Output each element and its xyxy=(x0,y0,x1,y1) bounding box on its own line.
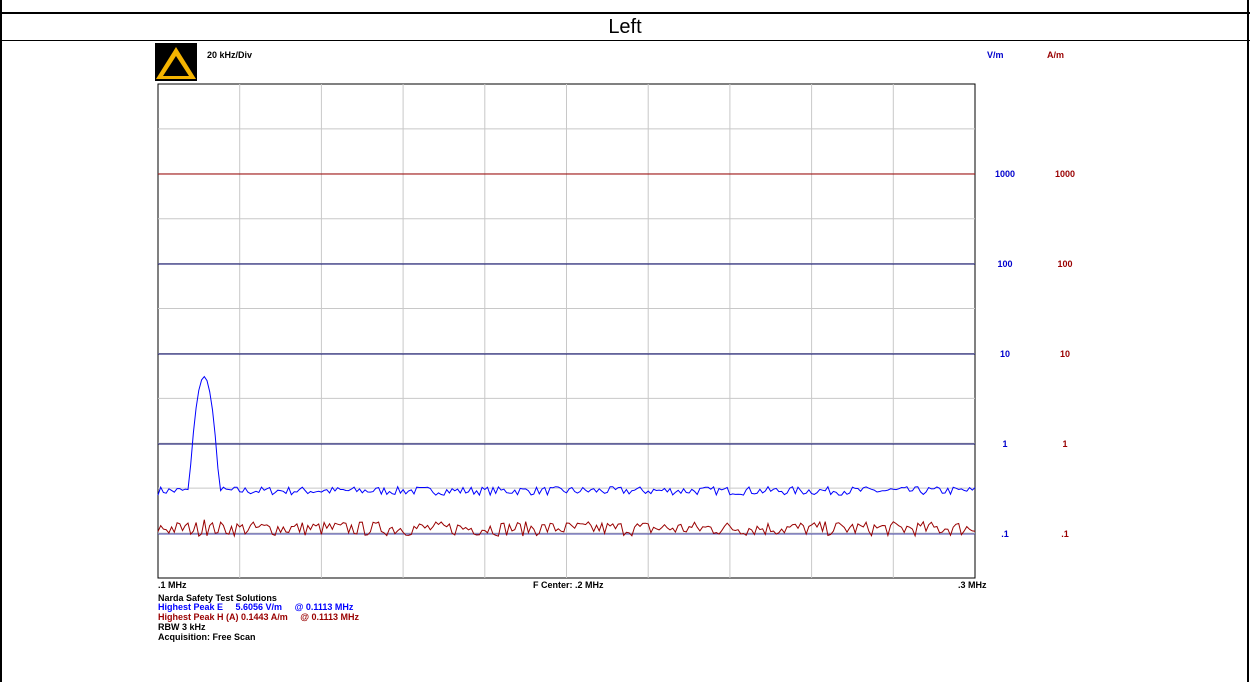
y-axis-labels: 1000 1000 100 100 10 10 1 1 .1 .1 xyxy=(995,169,1075,539)
y-tick-label-h: 100 xyxy=(1057,259,1072,269)
scale-per-div-label: 20 kHz/Div xyxy=(207,50,252,60)
h-field-trace xyxy=(157,519,976,538)
y-tick-label-e: 1000 xyxy=(995,169,1015,179)
y-tick-label-e: 10 xyxy=(1000,349,1010,359)
info-rbw: RBW 3 kHz xyxy=(158,622,206,632)
grid-vertical xyxy=(239,84,894,578)
y-tick-label-e: 100 xyxy=(997,259,1012,269)
unit-header-h: A/m xyxy=(1047,50,1064,60)
frame-border-left xyxy=(0,0,2,682)
decade-lines xyxy=(158,173,975,535)
unit-header-e: V/m xyxy=(987,50,1004,60)
y-tick-label-h: 10 xyxy=(1060,349,1070,359)
info-peak-h: Highest Peak H (A) 0.1443 A/m @ 0.1113 M… xyxy=(158,612,360,622)
info-acquisition: Acquisition: Free Scan xyxy=(158,632,256,642)
panel-title: Left xyxy=(608,16,642,38)
warning-icon xyxy=(155,43,197,81)
frame-border-right xyxy=(1247,0,1249,682)
traces xyxy=(157,375,976,538)
x-tick-right: .3 MHz xyxy=(958,580,987,590)
e-field-trace xyxy=(157,375,976,497)
y-tick-label-e: 1 xyxy=(1002,439,1007,449)
y-tick-label-h: .1 xyxy=(1061,529,1069,539)
y-tick-label-h: 1 xyxy=(1062,439,1067,449)
y-tick-label-e: .1 xyxy=(1001,529,1009,539)
x-tick-center: F Center: .2 MHz xyxy=(533,580,604,590)
frame-border-top xyxy=(0,12,1250,14)
frame-border-header xyxy=(0,40,1250,41)
info-company: Narda Safety Test Solutions xyxy=(158,593,277,603)
y-tick-label-h: 1000 xyxy=(1055,169,1075,179)
x-tick-left: .1 MHz xyxy=(158,580,187,590)
info-peak-e: Highest Peak E 5.6056 V/m @ 0.1113 MHz xyxy=(158,602,354,612)
